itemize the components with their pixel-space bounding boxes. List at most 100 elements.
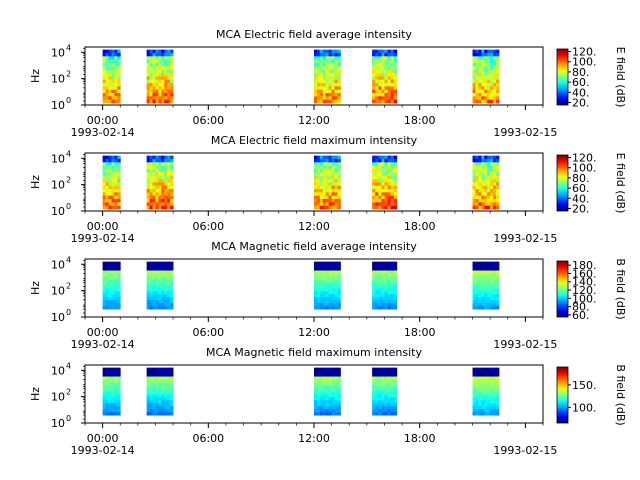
data-cell	[378, 199, 382, 203]
data-cell	[102, 175, 106, 180]
data-cell	[152, 376, 156, 380]
data-cell	[319, 300, 324, 304]
data-cell	[390, 406, 395, 410]
data-cell	[393, 273, 398, 277]
data-cell	[331, 202, 335, 207]
data-cell	[105, 282, 109, 286]
data-cell	[493, 195, 497, 200]
data-cell	[390, 400, 395, 404]
data-cell	[378, 297, 382, 301]
data-cell	[481, 391, 485, 395]
data-cell	[155, 270, 159, 274]
data-cell	[158, 291, 162, 295]
data-cell	[146, 168, 150, 173]
data-cell	[484, 288, 488, 292]
data-cell	[152, 83, 156, 87]
data-cell	[372, 62, 376, 67]
data-cell	[164, 76, 168, 81]
data-cell	[114, 379, 118, 383]
data-cell	[167, 382, 171, 386]
data-cell	[314, 409, 318, 413]
data-cell	[375, 276, 379, 280]
data-cell	[117, 158, 121, 163]
data-cell	[475, 261, 479, 266]
data-cell	[322, 385, 327, 389]
data-cell	[319, 276, 324, 280]
data-cell	[108, 397, 112, 401]
data-cell	[161, 397, 165, 401]
data-cell	[102, 400, 106, 404]
data-cell	[322, 76, 327, 81]
data-cell	[496, 155, 500, 160]
data-cell	[331, 93, 335, 97]
data-cell	[155, 285, 159, 289]
data-cell	[384, 158, 388, 163]
data-cell	[481, 382, 485, 386]
data-cell	[149, 86, 153, 91]
data-cell	[372, 370, 376, 374]
data-cell	[384, 385, 388, 389]
data-cell	[493, 409, 497, 413]
data-cell	[325, 276, 330, 280]
data-cell	[167, 367, 171, 372]
data-cell	[475, 279, 479, 283]
data-cell	[167, 403, 171, 407]
y-tick-base: 10	[51, 364, 65, 377]
data-cell	[334, 391, 338, 395]
data-cell	[102, 279, 106, 283]
data-cell	[481, 165, 485, 170]
data-cell	[381, 189, 385, 193]
data-cell	[102, 178, 106, 183]
data-cell	[316, 195, 321, 200]
data-cell	[161, 288, 165, 292]
data-cell	[152, 72, 156, 77]
data-cell	[117, 282, 121, 286]
data-cell	[155, 388, 159, 392]
data-cell	[496, 205, 500, 210]
data-cell	[158, 86, 162, 91]
data-cell	[108, 66, 112, 71]
data-cell	[319, 388, 324, 392]
data-cell	[484, 376, 488, 380]
data-cell	[390, 192, 395, 197]
data-cell	[334, 189, 338, 193]
data-cell	[472, 49, 476, 54]
data-cell	[146, 264, 150, 268]
data-cell	[493, 373, 497, 377]
data-cell	[484, 62, 488, 67]
data-cell	[114, 270, 118, 274]
data-cell	[493, 172, 497, 177]
data-cell	[487, 182, 491, 187]
data-cell	[155, 56, 159, 61]
data-cell	[375, 79, 379, 84]
data-cell	[164, 158, 168, 163]
data-cell	[481, 202, 485, 207]
data-cell	[334, 165, 338, 170]
data-cell	[478, 52, 482, 57]
data-cell	[390, 388, 395, 392]
data-cell	[372, 96, 376, 101]
data-cell	[484, 56, 488, 61]
data-cell	[331, 376, 335, 380]
x-tick-label: 00:00	[87, 114, 119, 127]
data-cell	[393, 282, 398, 286]
data-cell	[114, 189, 118, 193]
data-cell	[334, 69, 338, 74]
data-cell	[314, 72, 318, 77]
data-cell	[393, 59, 398, 64]
data-cell	[493, 267, 497, 271]
data-cell	[381, 300, 385, 304]
data-cell	[481, 52, 485, 57]
data-cell	[334, 294, 338, 298]
data-cell	[484, 273, 488, 277]
data-cell	[108, 273, 112, 277]
data-cell	[493, 388, 497, 392]
data-cell	[161, 182, 165, 187]
data-cell	[475, 165, 479, 170]
data-cell	[381, 76, 385, 81]
data-cell	[372, 155, 376, 160]
data-cell	[478, 264, 482, 268]
data-cell	[490, 294, 494, 298]
data-cell	[158, 382, 162, 386]
y-tick-label: 10	[51, 364, 65, 377]
